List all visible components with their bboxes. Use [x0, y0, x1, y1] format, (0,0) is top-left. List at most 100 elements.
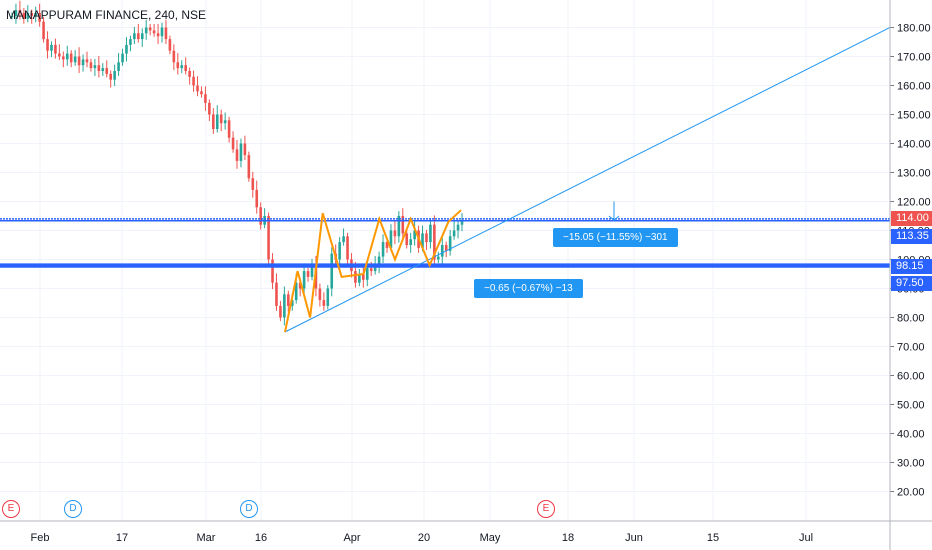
candle-body	[326, 288, 330, 306]
candle-body	[452, 230, 456, 237]
candle-body	[129, 39, 132, 45]
dividend-marker[interactable]: D	[240, 500, 258, 518]
y-tick-label: 70.00	[897, 342, 925, 354]
x-tick-label: 17	[116, 532, 128, 544]
candle-body	[251, 178, 255, 190]
candle-body	[62, 56, 65, 60]
chart-title: MANAPPURAM FINANCE, 240, NSE	[6, 8, 207, 22]
price-tag-support-low: 97.50	[891, 276, 932, 291]
candle-body	[168, 39, 172, 51]
candle-body	[133, 33, 136, 40]
candle-body	[440, 245, 444, 257]
candle-body	[401, 216, 405, 234]
candle-body	[444, 245, 448, 251]
candle-body	[255, 189, 259, 208]
candle-body	[437, 256, 440, 260]
x-tick-label: Jul	[799, 532, 813, 544]
candle-body	[208, 102, 211, 115]
drawing-overlays[interactable]	[0, 27, 891, 333]
candle-body	[117, 62, 120, 71]
candle-body	[219, 114, 223, 124]
measure-label-lower[interactable]: −0.65 (−0.67%) −13	[474, 279, 583, 298]
x-tick-label: 16	[255, 532, 267, 544]
measure-label-upper[interactable]: −15.05 (−11.55%) −301	[553, 228, 678, 247]
dividend-marker[interactable]: D	[64, 500, 82, 518]
candle-body	[405, 233, 409, 245]
candle-body	[322, 300, 326, 306]
candle-body	[425, 233, 428, 243]
candle-body	[421, 233, 424, 248]
candle-body	[239, 143, 243, 161]
y-tick-label: 50.00	[897, 400, 925, 412]
candle-body	[125, 44, 128, 54]
candle-body	[14, 10, 18, 16]
y-tick-label: 180.00	[897, 23, 931, 35]
candle-body	[302, 271, 306, 289]
y-tick-label: 30.00	[897, 458, 925, 470]
candle-body	[409, 239, 412, 245]
candle-body	[283, 294, 286, 318]
candle-body	[429, 224, 432, 243]
candle-body	[89, 62, 93, 69]
x-tick-label: 20	[418, 532, 430, 544]
time-axis[interactable]: Feb 17 Mar 16 Apr 20 May 18 Jun 15 Jul	[0, 520, 932, 544]
candle-body	[38, 13, 41, 22]
candle-body	[46, 39, 49, 51]
candle-body	[227, 120, 231, 138]
candle-body	[413, 230, 416, 240]
candle-body	[85, 59, 89, 63]
candle-body	[26, 13, 30, 19]
y-tick-label: 150.00	[897, 110, 931, 122]
candle-body	[65, 53, 69, 60]
y-tick-label: 120.00	[897, 197, 931, 209]
candle-body	[22, 13, 26, 19]
x-tick-label: 15	[707, 532, 719, 544]
candle-body	[204, 94, 207, 103]
candle-body	[267, 216, 270, 260]
y-tick-label: 80.00	[897, 313, 925, 325]
y-tick-label: 140.00	[897, 139, 931, 151]
candle-body	[58, 53, 61, 57]
candle-body	[279, 305, 282, 318]
candle-body	[81, 59, 85, 66]
candle-body	[397, 216, 401, 237]
candle-body	[358, 274, 361, 283]
candle-body	[362, 274, 365, 280]
candle-body	[42, 21, 45, 40]
earnings-marker[interactable]: E	[537, 500, 555, 518]
y-tick-label: 170.00	[897, 52, 931, 64]
candle-body	[184, 65, 187, 71]
earnings-marker[interactable]: E	[2, 500, 20, 518]
candle-body	[448, 236, 452, 251]
candle-body	[200, 91, 203, 95]
candle-body	[105, 68, 109, 74]
candle-body	[101, 68, 105, 71]
measure-arrow-head	[608, 215, 620, 222]
candle-body	[369, 268, 373, 272]
candle-body	[306, 271, 310, 277]
x-tick-label: Jun	[625, 532, 643, 544]
candle-body	[54, 44, 57, 54]
candle-body	[109, 73, 112, 80]
price-axis[interactable]: 20.0030.0040.0050.0060.0070.0080.0090.00…	[889, 0, 931, 550]
candle-body	[433, 224, 436, 260]
candle-body	[235, 149, 239, 161]
candle-body	[97, 65, 101, 71]
candle-body	[77, 56, 81, 66]
trend-line	[284, 27, 891, 333]
candle-body	[389, 230, 393, 248]
candle-body	[275, 282, 278, 306]
candle-body	[346, 236, 349, 260]
candle-body	[192, 76, 195, 86]
candle-body	[243, 143, 247, 156]
candle-body	[212, 114, 215, 129]
y-tick-label: 40.00	[897, 429, 925, 441]
candle-body	[338, 242, 341, 260]
x-tick-label: Feb	[31, 532, 50, 544]
candle-body	[460, 220, 464, 225]
candle-body	[318, 288, 322, 301]
x-tick-label: Apr	[343, 532, 360, 544]
candle-body	[18, 10, 22, 13]
candle-body	[385, 242, 389, 248]
